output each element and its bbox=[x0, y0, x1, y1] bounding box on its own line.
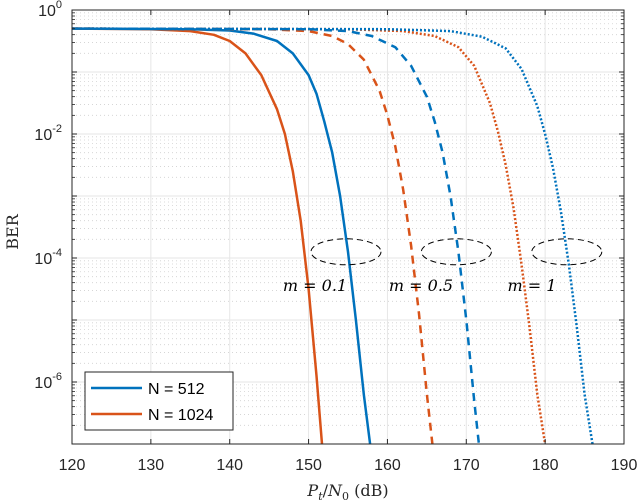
y-tick-label: 10-4 bbox=[34, 247, 62, 268]
curve-dashed bbox=[71, 27, 434, 445]
curve-solid bbox=[71, 27, 372, 445]
annotation-ellipse bbox=[310, 238, 382, 266]
x-tick-label: 140 bbox=[216, 457, 243, 474]
x-tick-label: 150 bbox=[295, 457, 322, 474]
axis-ticks bbox=[71, 9, 625, 445]
plot-border bbox=[71, 9, 625, 445]
curve-dashed bbox=[71, 27, 481, 445]
legend-label-n1024: N = 1024 bbox=[148, 407, 213, 424]
x-tick-label: 160 bbox=[374, 457, 401, 474]
legend-box bbox=[84, 371, 234, 431]
curves bbox=[71, 27, 594, 445]
y-tick-label: 100 bbox=[38, 0, 62, 20]
x-tick-label: 130 bbox=[138, 457, 165, 474]
y-tick-label: 10-2 bbox=[34, 123, 62, 144]
annotation-m-1: m = 1 bbox=[508, 276, 557, 295]
x-tick-label: 120 bbox=[59, 457, 86, 474]
curve-solid bbox=[71, 27, 324, 445]
x-tick-labels: 120 130 140 150 160 170 180 190 bbox=[59, 457, 638, 474]
annotation-ellipse bbox=[531, 238, 603, 266]
y-tick-label: 10-6 bbox=[34, 371, 62, 392]
curve-dotted bbox=[71, 27, 547, 445]
curve-dotted bbox=[71, 27, 594, 445]
legend: N = 512 N = 1024 bbox=[84, 371, 234, 431]
x-axis-title: Pt/N0 (dB) bbox=[306, 481, 388, 503]
legend-label-n512: N = 512 bbox=[148, 381, 205, 398]
y-tick-labels: 100 10-2 10-4 10-6 bbox=[34, 0, 62, 392]
x-tick-label: 170 bbox=[453, 457, 480, 474]
annotation-m-0.5: m = 0.5 bbox=[389, 276, 453, 295]
annotation-ellipse bbox=[420, 238, 492, 266]
x-tick-label: 180 bbox=[532, 457, 559, 474]
x-tick-label: 190 bbox=[611, 457, 638, 474]
y-axis-title: BER bbox=[3, 213, 22, 249]
annotation-ellipses bbox=[310, 238, 603, 266]
annotation-m-0.1: m = 0.1 bbox=[283, 276, 347, 295]
